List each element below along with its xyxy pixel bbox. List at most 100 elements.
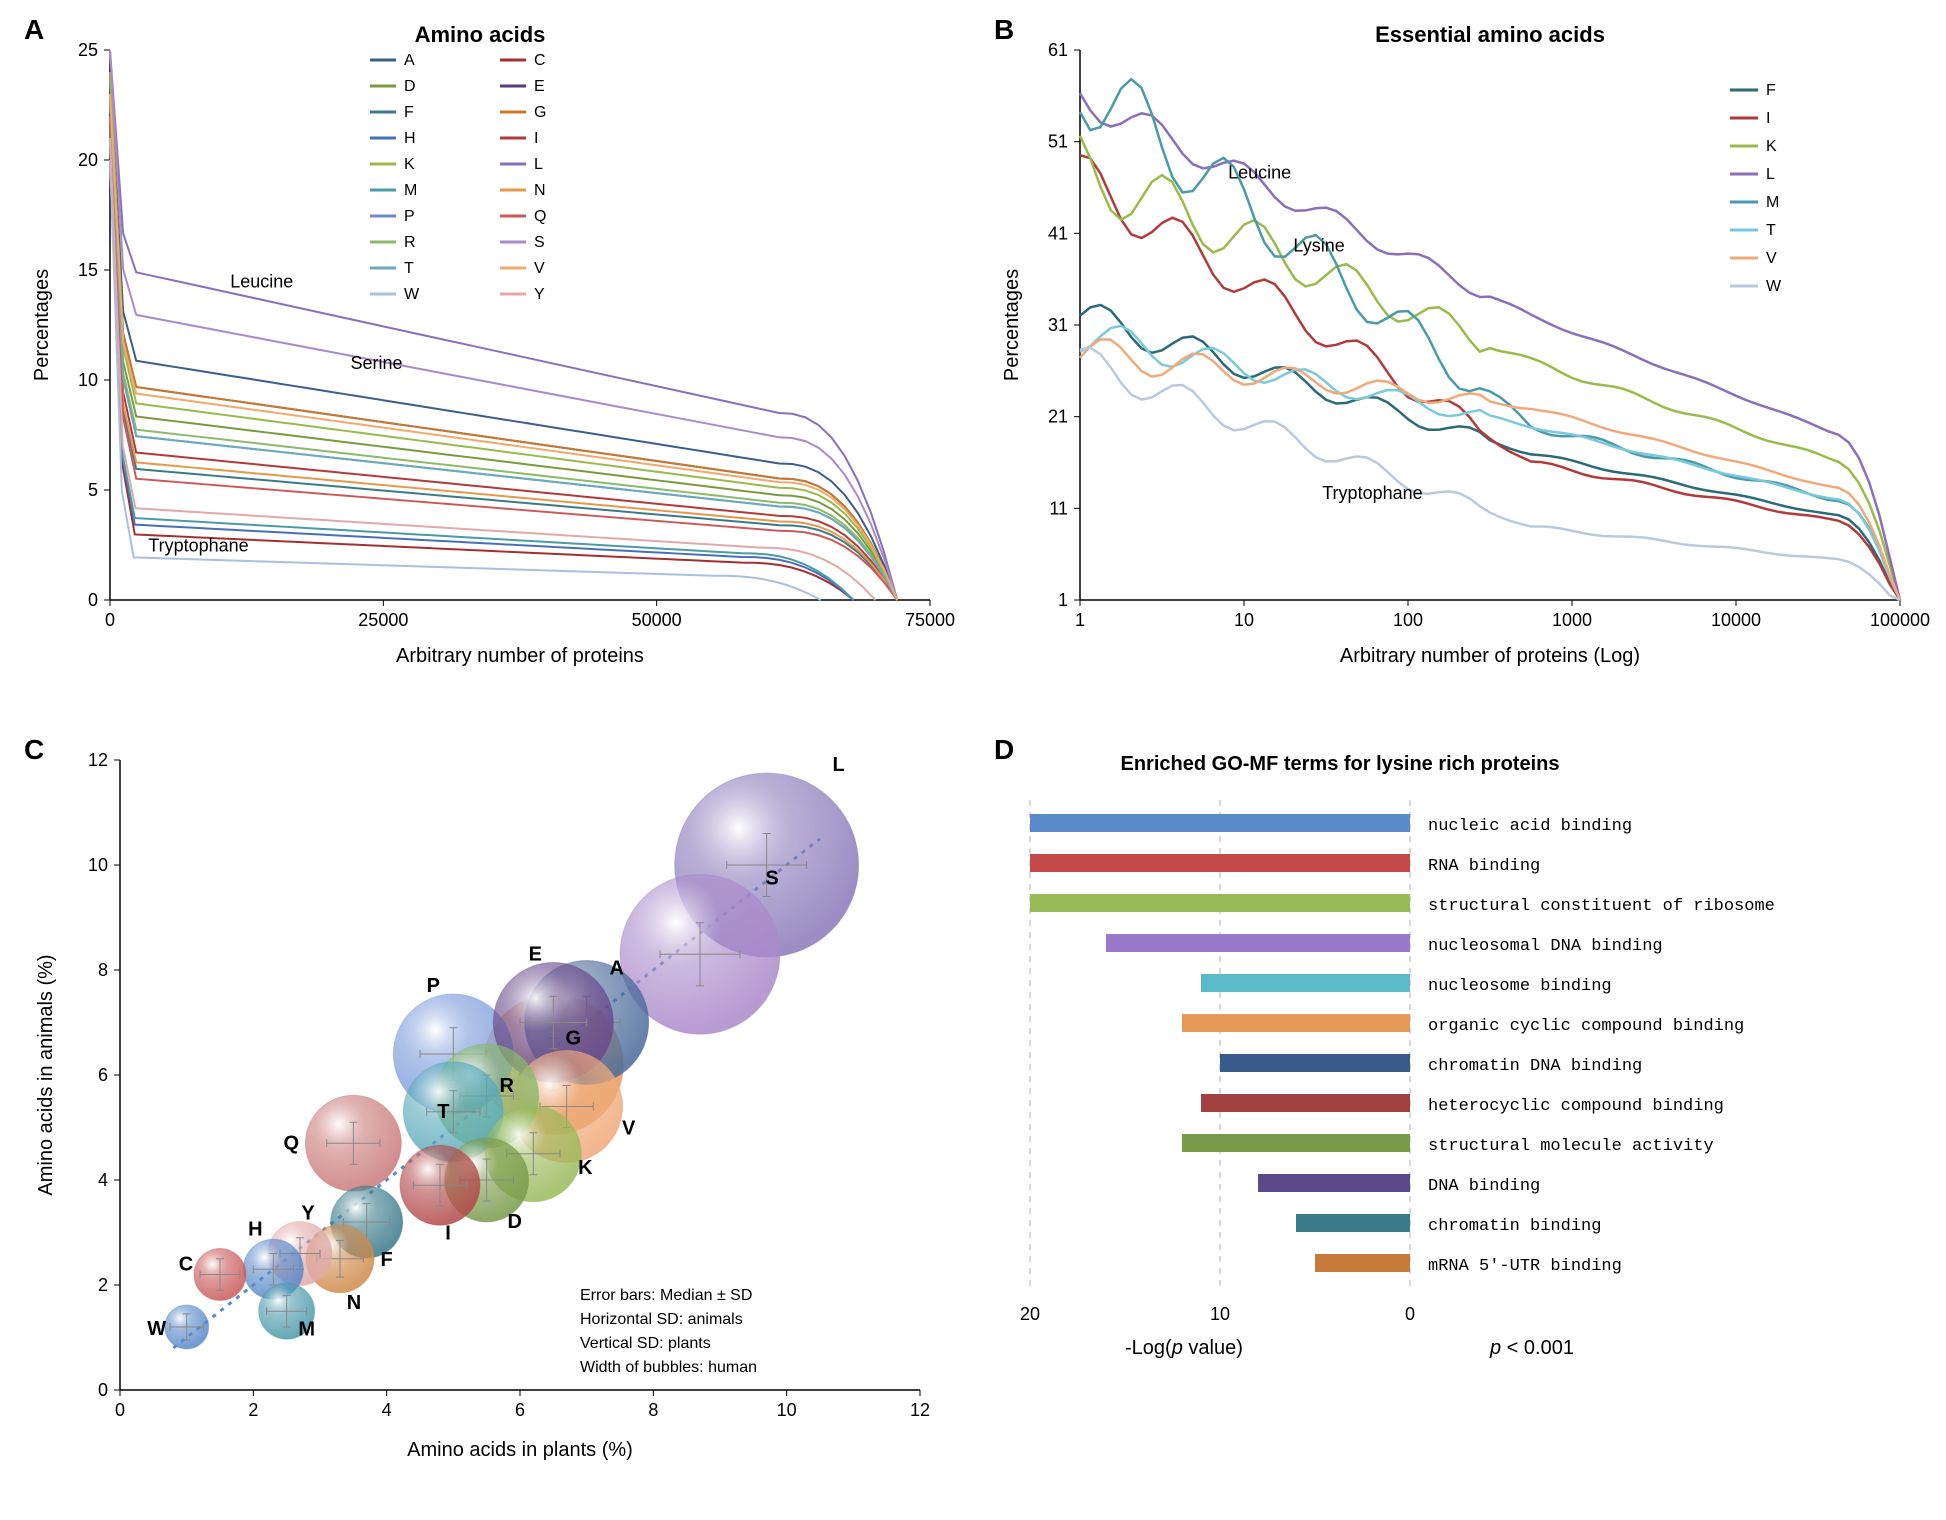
- svg-text:10000: 10000: [1711, 610, 1761, 630]
- svg-text:nucleosomal DNA binding: nucleosomal DNA binding: [1428, 937, 1663, 956]
- svg-text:F: F: [381, 1249, 393, 1271]
- svg-text:chromatin DNA binding: chromatin DNA binding: [1428, 1057, 1642, 1076]
- panel-c-label: C: [24, 734, 44, 766]
- svg-text:11: 11: [1049, 498, 1068, 518]
- svg-text:Q: Q: [534, 208, 546, 225]
- svg-text:K: K: [404, 156, 415, 173]
- svg-text:8: 8: [98, 960, 108, 980]
- svg-text:Leucine: Leucine: [1228, 162, 1291, 182]
- panel-c: C 024681012024681012Amino acids in plant…: [20, 740, 950, 1480]
- svg-text:1000: 1000: [1552, 610, 1592, 630]
- panel-d-label: D: [994, 734, 1014, 766]
- svg-text:D: D: [507, 1211, 521, 1233]
- chart-b: Essential amino acids1112131415161110100…: [990, 20, 1920, 680]
- svg-text:mRNA 5'-UTR binding: mRNA 5'-UTR binding: [1428, 1257, 1622, 1276]
- svg-text:T: T: [437, 1101, 449, 1123]
- svg-text:H: H: [248, 1218, 262, 1240]
- svg-text:A: A: [404, 52, 415, 69]
- svg-text:Horizontal SD: animals: Horizontal SD: animals: [580, 1311, 743, 1328]
- svg-text:8: 8: [648, 1400, 658, 1420]
- svg-text:Amino acids: Amino acids: [415, 22, 546, 47]
- svg-text:E: E: [534, 78, 545, 95]
- svg-text:L: L: [833, 754, 845, 776]
- svg-text:0: 0: [1405, 1304, 1415, 1324]
- chart-a: Amino acids05101520250250005000075000Arb…: [20, 20, 950, 680]
- panel-d: D Enriched GO-MF terms for lysine rich p…: [990, 740, 1920, 1480]
- svg-text:K: K: [1766, 138, 1777, 155]
- svg-text:V: V: [1766, 250, 1777, 267]
- svg-text:V: V: [622, 1118, 636, 1140]
- chart-d: Enriched GO-MF terms for lysine rich pro…: [990, 740, 1920, 1480]
- svg-text:V: V: [534, 260, 545, 277]
- svg-text:0: 0: [88, 590, 98, 610]
- svg-text:H: H: [404, 130, 416, 147]
- svg-text:structural constituent of ribo: structural constituent of ribosome: [1428, 897, 1775, 916]
- svg-text:W: W: [404, 286, 420, 303]
- svg-text:25000: 25000: [358, 610, 408, 630]
- svg-text:organic cyclic compound bindin: organic cyclic compound binding: [1428, 1017, 1744, 1036]
- svg-text:Leucine: Leucine: [230, 272, 293, 292]
- svg-text:Error bars: Median ± SD: Error bars: Median ± SD: [580, 1287, 752, 1304]
- svg-text:A: A: [609, 958, 623, 980]
- svg-text:F: F: [404, 104, 414, 121]
- svg-text:P: P: [404, 208, 415, 225]
- svg-text:D: D: [404, 78, 416, 95]
- svg-text:W: W: [147, 1318, 166, 1340]
- svg-text:100000: 100000: [1870, 610, 1930, 630]
- svg-text:Y: Y: [301, 1203, 315, 1225]
- svg-text:-Log(p value): -Log(p value): [1125, 1337, 1243, 1359]
- svg-text:Y: Y: [534, 286, 545, 303]
- svg-text:Lysine: Lysine: [1293, 236, 1344, 256]
- svg-text:0: 0: [115, 1400, 125, 1420]
- svg-text:2: 2: [248, 1400, 258, 1420]
- svg-text:0: 0: [98, 1380, 108, 1400]
- svg-text:1: 1: [1058, 590, 1068, 610]
- svg-text:Tryptophane: Tryptophane: [148, 536, 248, 556]
- chart-c: 024681012024681012Amino acids in plants …: [20, 740, 950, 1480]
- svg-text:R: R: [404, 234, 416, 251]
- svg-text:Percentages: Percentages: [31, 269, 53, 381]
- svg-text:N: N: [347, 1292, 361, 1314]
- svg-text:75000: 75000: [905, 610, 955, 630]
- svg-text:Percentages: Percentages: [1001, 269, 1023, 381]
- svg-text:Width of bubbles: human: Width of bubbles: human: [580, 1359, 757, 1376]
- svg-text:heterocyclic compound binding: heterocyclic compound binding: [1428, 1097, 1724, 1116]
- svg-text:chromatin binding: chromatin binding: [1428, 1217, 1601, 1236]
- svg-text:I: I: [1766, 110, 1770, 127]
- svg-text:C: C: [179, 1254, 193, 1276]
- svg-text:L: L: [1766, 166, 1775, 183]
- svg-text:RNA binding: RNA binding: [1428, 857, 1540, 876]
- svg-text:1: 1: [1075, 610, 1085, 630]
- svg-text:Essential amino acids: Essential amino acids: [1375, 22, 1605, 47]
- svg-text:31: 31: [1048, 315, 1068, 335]
- svg-text:Vertical SD: plants: Vertical SD: plants: [580, 1335, 711, 1352]
- svg-text:6: 6: [515, 1400, 525, 1420]
- svg-text:G: G: [534, 104, 546, 121]
- svg-text:61: 61: [1048, 40, 1068, 60]
- svg-text:100: 100: [1393, 610, 1423, 630]
- svg-text:Enriched GO-MF terms for lysin: Enriched GO-MF terms for lysine rich pro…: [1121, 753, 1560, 775]
- svg-text:T: T: [404, 260, 414, 277]
- svg-text:10: 10: [777, 1400, 797, 1420]
- svg-text:L: L: [534, 156, 543, 173]
- svg-text:0: 0: [105, 610, 115, 630]
- svg-text:Amino acids in plants (%): Amino acids in plants (%): [407, 1439, 633, 1461]
- svg-text:I: I: [445, 1222, 451, 1244]
- svg-text:S: S: [765, 867, 778, 889]
- svg-text:4: 4: [382, 1400, 392, 1420]
- svg-text:21: 21: [1048, 407, 1068, 427]
- svg-text:DNA binding: DNA binding: [1428, 1177, 1540, 1196]
- svg-text:51: 51: [1048, 132, 1068, 152]
- svg-text:M: M: [1766, 194, 1779, 211]
- panel-b-label: B: [994, 14, 1014, 46]
- svg-text:P: P: [427, 975, 440, 997]
- svg-text:12: 12: [88, 750, 108, 770]
- svg-text:10: 10: [88, 855, 108, 875]
- svg-text:G: G: [566, 1028, 582, 1050]
- svg-text:4: 4: [98, 1170, 108, 1190]
- svg-text:M: M: [404, 182, 417, 199]
- svg-text:Amino acids in animals (%): Amino acids in animals (%): [35, 954, 57, 1195]
- svg-text:nucleosome binding: nucleosome binding: [1428, 977, 1612, 996]
- svg-text:F: F: [1766, 82, 1776, 99]
- svg-text:25: 25: [78, 40, 98, 60]
